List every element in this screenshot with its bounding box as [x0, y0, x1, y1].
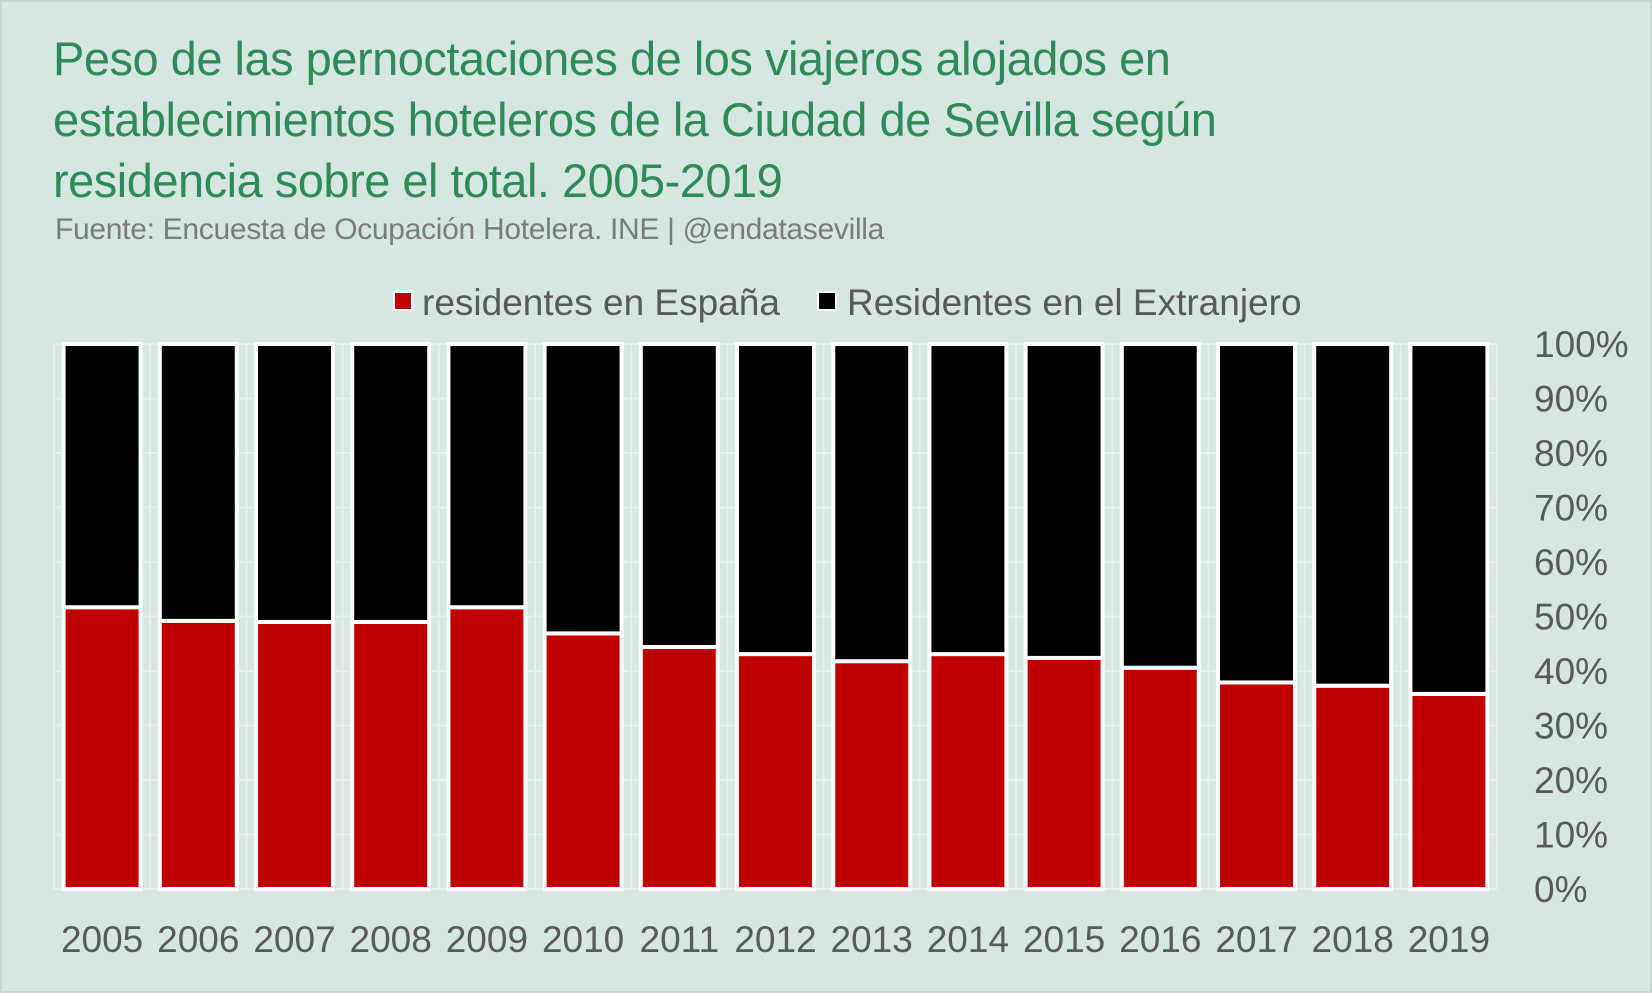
- bar-residentes-extranjero-2019: [1408, 342, 1490, 696]
- legend-swatch-residentes-espana: [393, 291, 413, 311]
- bar-residentes-espana-2008: [350, 619, 432, 891]
- bar-residentes-espana-2009: [446, 605, 528, 891]
- bar-residentes-extranjero-2007: [254, 342, 335, 624]
- chart-title: Peso de las pernoctaciones de los viajer…: [53, 32, 1217, 207]
- bar-residentes-extranjero-2015: [1023, 342, 1105, 660]
- bar-residentes-extranjero-2017: [1216, 342, 1297, 685]
- bar-residentes-espana-2017: [1216, 680, 1297, 891]
- x-tick-label-2017: 2017: [1215, 919, 1297, 960]
- bar-residentes-extranjero-2009: [446, 342, 528, 610]
- bar-residentes-espana-2007: [254, 619, 335, 891]
- bar-residentes-espana-2018: [1312, 683, 1394, 892]
- bar-residentes-espana-2015: [1023, 655, 1105, 891]
- legend-swatch-residentes-extranjero: [817, 291, 837, 311]
- bar-residentes-espana-2012: [735, 652, 816, 891]
- x-tick-label-2005: 2005: [61, 919, 143, 960]
- y-tick-label: 40%: [1534, 651, 1608, 692]
- legend: residentes en España Residentes en el Ext…: [393, 282, 1302, 323]
- bar-residentes-extranjero-2008: [350, 342, 432, 624]
- x-tick-label-2012: 2012: [734, 919, 816, 960]
- x-tick-label-2007: 2007: [253, 919, 335, 960]
- bar-residentes-espana-2005: [61, 605, 143, 891]
- y-tick-label: 30%: [1534, 706, 1608, 747]
- bar-residentes-extranjero-2011: [638, 342, 720, 650]
- bar-residentes-extranjero-2012: [735, 342, 816, 657]
- bar-residentes-espana-2019: [1408, 691, 1490, 892]
- x-tick-label-2008: 2008: [350, 919, 432, 960]
- bar-residentes-espana-2016: [1119, 665, 1201, 891]
- y-tick-label: 60%: [1534, 542, 1608, 583]
- legend-label-residentes-extranjero: Residentes en el Extranjero: [847, 282, 1302, 323]
- y-tick-label: 10%: [1534, 815, 1608, 856]
- y-axis-tick-labels: 0% 10% 20% 30% 40% 50% 60% 70% 80% 90% 100%: [1534, 324, 1629, 910]
- x-tick-label-2015: 2015: [1023, 919, 1105, 960]
- legend-label-residentes-espana: residentes en España: [422, 282, 780, 323]
- bars-layer: [61, 342, 1490, 892]
- y-tick-label: 90%: [1534, 379, 1608, 420]
- bar-residentes-extranjero-2018: [1312, 342, 1394, 688]
- x-tick-label-2013: 2013: [831, 919, 913, 960]
- y-tick-label: 100%: [1534, 324, 1629, 365]
- bar-residentes-espana-2006: [157, 618, 239, 891]
- bar-residentes-espana-2010: [542, 631, 624, 892]
- y-tick-label: 0%: [1534, 869, 1587, 910]
- chart-subtitle: Fuente: Encuesta de Ocupación Hotelera. …: [55, 213, 885, 246]
- bar-residentes-extranjero-2010: [542, 342, 624, 636]
- x-tick-label-2009: 2009: [446, 919, 528, 960]
- x-tick-label-2014: 2014: [927, 919, 1009, 960]
- bar-residentes-espana-2014: [927, 652, 1009, 891]
- x-tick-label-2019: 2019: [1408, 919, 1490, 960]
- y-tick-label: 80%: [1534, 433, 1608, 474]
- bar-residentes-espana-2011: [638, 645, 720, 892]
- x-tick-label-2006: 2006: [157, 919, 239, 960]
- x-axis-tick-labels: 2005 2006 2007 2008 2009 2010 2011 2012 2013 2014…: [61, 919, 1490, 960]
- x-tick-label-2010: 2010: [542, 919, 624, 960]
- y-tick-label: 50%: [1534, 597, 1608, 638]
- bar-residentes-extranjero-2014: [927, 342, 1009, 657]
- bar-residentes-extranjero-2013: [831, 342, 913, 664]
- x-tick-label-2011: 2011: [640, 919, 720, 960]
- x-tick-label-2018: 2018: [1312, 919, 1394, 960]
- x-tick-label-2016: 2016: [1119, 919, 1201, 960]
- bar-residentes-extranjero-2005: [61, 342, 143, 610]
- bar-residentes-espana-2013: [831, 659, 913, 891]
- y-tick-label: 70%: [1534, 488, 1608, 529]
- bar-residentes-extranjero-2016: [1119, 342, 1201, 670]
- bar-residentes-extranjero-2006: [157, 342, 239, 623]
- y-tick-label: 20%: [1534, 760, 1608, 801]
